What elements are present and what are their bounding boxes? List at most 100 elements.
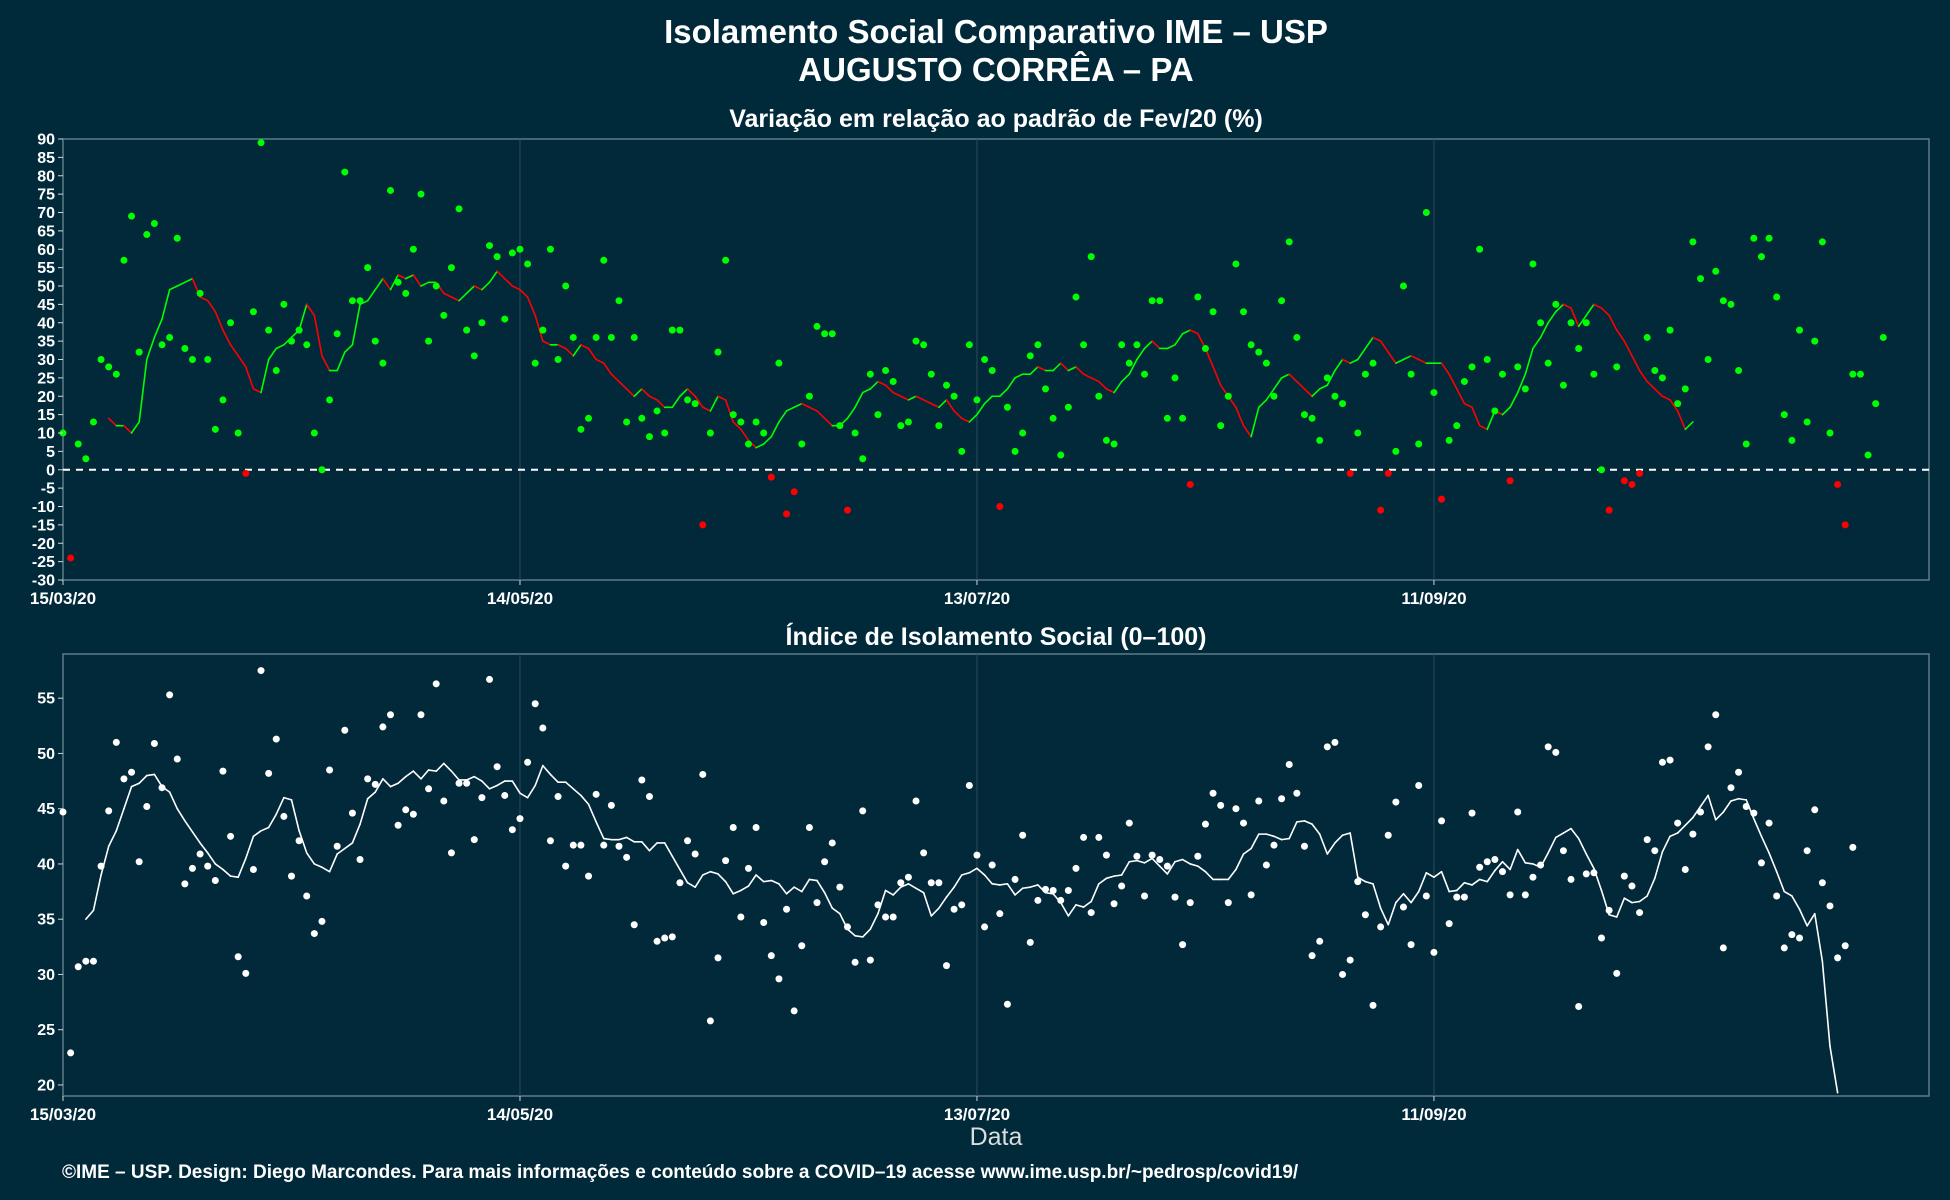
data-point	[432, 282, 440, 290]
data-point	[1186, 480, 1194, 488]
data-point	[120, 775, 128, 783]
data-point	[1217, 422, 1225, 430]
moving-average-segment	[1615, 329, 1626, 342]
bottom-y-axis: 20 25 30 35 40 45 50 55	[37, 691, 63, 1094]
data-point	[767, 952, 775, 960]
data-point	[1057, 451, 1065, 459]
moving-average-segment	[770, 879, 780, 885]
moving-average-segment	[732, 889, 742, 895]
moving-average-segment	[214, 310, 224, 331]
data-point	[89, 957, 97, 965]
moving-average-segment	[176, 281, 186, 287]
data-point	[1834, 954, 1842, 962]
moving-average-segment	[206, 299, 217, 313]
data-point	[737, 913, 745, 921]
moving-average-segment	[1151, 340, 1161, 350]
data-point	[128, 212, 136, 220]
data-point	[303, 892, 311, 900]
data-point	[1361, 911, 1369, 919]
y-tick-label: 0	[46, 462, 55, 479]
moving-average-segment	[1676, 410, 1687, 431]
data-point	[1658, 374, 1666, 382]
moving-average-segment	[1136, 347, 1146, 361]
moving-average-segment	[382, 778, 392, 788]
data-point	[135, 348, 143, 356]
data-point	[1011, 447, 1019, 455]
data-point	[539, 724, 547, 732]
moving-average-segment	[899, 395, 910, 401]
data-point	[1095, 392, 1103, 400]
data-point	[1232, 805, 1240, 813]
moving-average-segment	[275, 343, 285, 350]
data-point	[935, 422, 943, 430]
data-point	[988, 861, 996, 869]
moving-average-segment	[877, 380, 887, 387]
data-point	[425, 337, 433, 345]
data-point	[1003, 1000, 1011, 1008]
data-point	[97, 356, 105, 363]
moving-average-segment	[1463, 402, 1473, 409]
data-point	[188, 356, 196, 363]
moving-average-segment	[1075, 904, 1085, 908]
moving-average-segment	[130, 782, 140, 788]
moving-average-segment	[755, 874, 765, 883]
moving-average-segment	[229, 875, 239, 879]
moving-average-segment	[1120, 373, 1131, 383]
moving-average-segment	[983, 395, 993, 405]
data-point	[851, 429, 859, 437]
data-point	[1514, 363, 1522, 371]
moving-average-segment	[1615, 897, 1626, 918]
data-point	[714, 954, 722, 962]
moving-average-segment	[1646, 380, 1656, 390]
moving-average-segment	[1524, 862, 1534, 865]
data-point	[836, 883, 844, 891]
moving-average-segment	[823, 891, 834, 909]
data-point	[1529, 260, 1537, 268]
y-tick-label: 55	[37, 691, 55, 708]
moving-average-segment	[1806, 912, 1816, 927]
data-point	[1346, 956, 1354, 964]
data-point	[1118, 341, 1126, 349]
moving-average-segment	[1303, 388, 1313, 398]
moving-average-segment	[1501, 406, 1511, 416]
moving-average-segment	[1288, 373, 1298, 383]
data-point	[524, 260, 532, 268]
data-point	[493, 763, 501, 771]
data-point	[942, 962, 950, 970]
data-point	[234, 953, 242, 961]
data-point	[836, 422, 844, 430]
moving-average-segment	[816, 410, 826, 420]
moving-average-segment	[755, 443, 765, 449]
moving-average-segment	[580, 343, 590, 350]
data-point	[615, 297, 623, 305]
data-point	[1544, 359, 1552, 367]
data-point	[1468, 363, 1476, 371]
data-point	[1026, 938, 1034, 946]
data-point	[699, 521, 707, 529]
moving-average-segment	[694, 395, 704, 409]
moving-average-segment	[1006, 377, 1016, 390]
data-point	[1278, 795, 1286, 803]
data-point	[1255, 797, 1263, 805]
data-point	[1262, 359, 1270, 367]
moving-average-segment	[366, 288, 377, 302]
data-point	[1849, 370, 1857, 378]
moving-average-segment	[1440, 870, 1450, 893]
data-point	[965, 781, 973, 789]
moving-average-segment	[679, 868, 689, 884]
data-point	[684, 396, 692, 404]
moving-average-segment	[1090, 883, 1100, 903]
data-point	[760, 919, 768, 927]
data-point	[1384, 469, 1392, 477]
data-point	[1704, 743, 1712, 751]
data-point	[1483, 858, 1491, 866]
moving-average-segment	[382, 277, 392, 291]
data-point	[1468, 809, 1476, 817]
data-point	[1559, 381, 1567, 389]
data-point	[432, 680, 440, 688]
moving-average-segment	[1349, 832, 1359, 879]
data-point	[638, 414, 646, 422]
moving-average-segment	[1585, 853, 1595, 870]
y-tick-label: 65	[37, 223, 55, 240]
data-point	[1141, 892, 1149, 900]
